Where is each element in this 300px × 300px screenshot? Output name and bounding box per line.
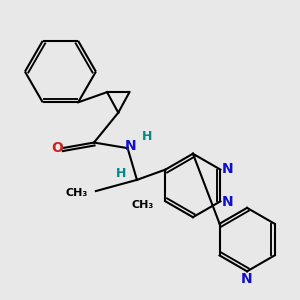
Text: N: N bbox=[221, 195, 233, 209]
Text: N: N bbox=[221, 162, 233, 176]
Text: H: H bbox=[116, 167, 126, 180]
Text: N: N bbox=[125, 139, 136, 153]
Text: N: N bbox=[241, 272, 253, 286]
Text: CH₃: CH₃ bbox=[65, 188, 88, 198]
Text: H: H bbox=[142, 130, 152, 143]
Text: O: O bbox=[52, 141, 63, 155]
Text: CH₃: CH₃ bbox=[131, 200, 154, 210]
